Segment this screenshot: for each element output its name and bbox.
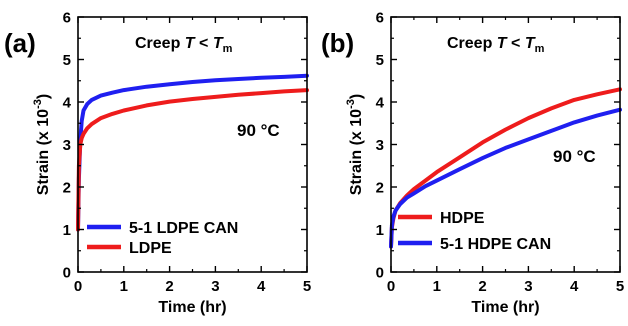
x-tick-label: 1 <box>433 278 441 295</box>
x-tick-label: 5 <box>303 278 311 295</box>
y-tick-label: 4 <box>63 95 72 112</box>
y-tick-label: 2 <box>63 180 71 197</box>
y-tick-label: 1 <box>63 222 71 239</box>
creep-annotation: Creep T < Tm <box>135 35 233 55</box>
y-axis-label-close: ) <box>348 94 365 99</box>
x-tick-label: 0 <box>387 278 395 295</box>
chart-panel-a: 0 1 2 3 4 5 0 1 2 3 4 5 6 Time (hr) Strain (x 10-3) (a)… <box>4 10 311 317</box>
x-tick-label: 4 <box>257 278 266 295</box>
y-tick-label: 0 <box>376 265 384 282</box>
panel-label: (a) <box>4 28 36 58</box>
creep-annotation-subscript: m <box>223 43 233 55</box>
panel-label: (b) <box>321 28 354 58</box>
series-line <box>389 107 622 249</box>
creep-annotation-var: T <box>497 35 508 52</box>
y-axis-label: Strain (x 10-3) <box>345 94 365 195</box>
y-tick-label: 3 <box>376 137 384 154</box>
y-axis-label-exponent: -3 <box>345 99 357 109</box>
temperature-label: 90 °C <box>237 121 280 140</box>
y-tick-label: 5 <box>376 52 384 69</box>
x-tick-label: 5 <box>616 278 624 295</box>
y-tick-label: 2 <box>376 180 384 197</box>
series-line <box>389 87 622 249</box>
y-axis-label-base: Strain (x 10 <box>35 109 52 195</box>
temperature-label: 90 °C <box>553 147 596 166</box>
y-axis-label-base: Strain (x 10 <box>348 109 365 195</box>
legend-label: 5-1 LDPE CAN <box>129 220 238 237</box>
creep-annotation-relation: < <box>507 35 525 52</box>
legend-label: HDPE <box>440 210 485 227</box>
x-tick-label: 3 <box>524 278 532 295</box>
series-line <box>76 73 309 232</box>
legend-label: 5-1 HDPE CAN <box>440 236 551 253</box>
creep-annotation-subscript: m <box>535 43 545 55</box>
x-tick-label: 3 <box>211 278 219 295</box>
creep-annotation-relation: < <box>195 35 213 52</box>
x-tick-label: 2 <box>165 278 173 295</box>
y-axis-label-exponent: -3 <box>32 99 44 109</box>
x-axis-label: Time (hr) <box>471 299 539 316</box>
y-tick-label: 1 <box>376 222 384 239</box>
y-axis-label-close: ) <box>35 94 52 99</box>
x-axis-label: Time (hr) <box>158 299 226 316</box>
y-tick-label: 3 <box>63 137 71 154</box>
y-tick-label: 6 <box>63 10 71 27</box>
series-line <box>76 88 309 232</box>
x-tick-label: 4 <box>570 278 579 295</box>
creep-annotation-prefix: Creep <box>135 35 185 52</box>
creep-annotation-sub-base: T <box>525 35 536 52</box>
creep-annotation-var: T <box>185 35 196 52</box>
y-axis-label: Strain (x 10-3) <box>32 94 52 195</box>
x-tick-label: 2 <box>478 278 486 295</box>
y-tick-label: 5 <box>63 52 71 69</box>
x-tick-label: 0 <box>74 278 82 295</box>
plot-frame <box>390 16 621 273</box>
legend-label: LDPE <box>129 240 172 257</box>
x-tick-label: 1 <box>120 278 128 295</box>
y-tick-label: 4 <box>376 95 385 112</box>
y-tick-label: 0 <box>63 265 71 282</box>
creep-annotation: Creep T < Tm <box>447 35 545 55</box>
creep-annotation-sub-base: T <box>213 35 224 52</box>
chart-panel-b: 0 1 2 3 4 5 0 1 2 3 4 5 6 Time (hr) Strain (x 10-3) (b)… <box>321 10 624 317</box>
creep-annotation-prefix: Creep <box>447 35 497 52</box>
y-tick-label: 6 <box>376 10 384 27</box>
